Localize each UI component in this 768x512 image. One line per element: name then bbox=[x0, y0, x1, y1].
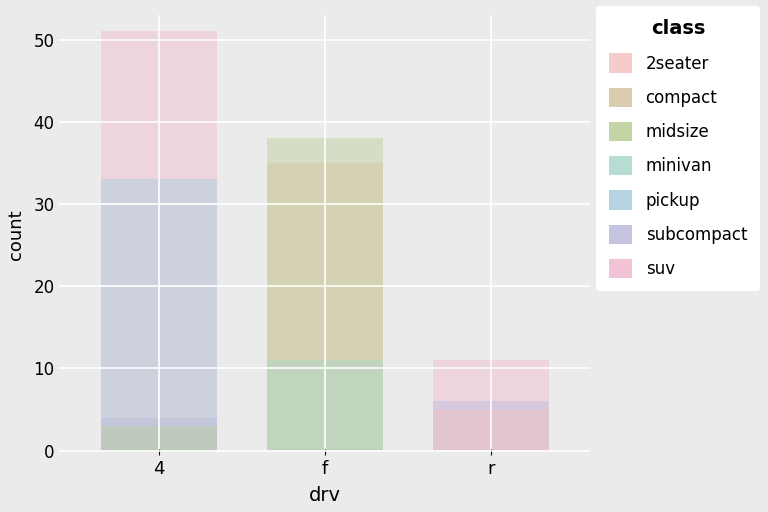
X-axis label: drv: drv bbox=[309, 486, 341, 505]
Bar bbox=[101, 418, 217, 451]
Bar bbox=[432, 410, 549, 451]
Bar bbox=[266, 163, 382, 451]
Legend: 2seater, compact, midsize, minivan, pickup, subcompact, suv: 2seater, compact, midsize, minivan, pick… bbox=[595, 6, 760, 291]
Bar bbox=[266, 138, 382, 451]
Bar bbox=[266, 360, 382, 451]
Y-axis label: count: count bbox=[7, 209, 25, 260]
Bar bbox=[432, 401, 549, 451]
Bar bbox=[101, 179, 217, 451]
Bar bbox=[101, 31, 217, 451]
Bar bbox=[432, 360, 549, 451]
Bar bbox=[101, 426, 217, 451]
